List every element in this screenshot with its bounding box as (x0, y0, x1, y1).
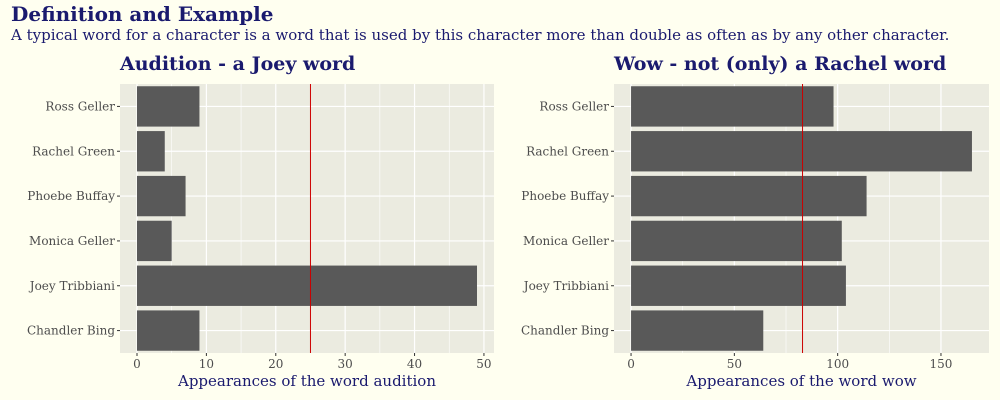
y-tick-label: Joey Tribbiani (28, 279, 115, 293)
y-tick-label: Phoebe Buffay (27, 189, 115, 203)
page-title: Definition and Example (11, 2, 274, 26)
panel-background (120, 84, 494, 353)
x-tick-label: 50 (727, 357, 742, 371)
y-tick-label: Monica Geller (523, 234, 609, 248)
x-tick-label: 150 (930, 357, 953, 371)
bar-rachel-green (137, 131, 165, 172)
chart-title: Wow - not (only) a Rachel word (613, 53, 946, 75)
panel-background (614, 84, 989, 353)
x-tick-label: 30 (338, 357, 353, 371)
chart-title: Audition - a Joey word (119, 53, 355, 75)
bar-ross-geller (631, 86, 834, 127)
x-tick-label: 0 (133, 357, 141, 371)
x-tick-label: 10 (199, 357, 214, 371)
y-tick-label: Monica Geller (29, 234, 115, 248)
bar-rachel-green (631, 131, 972, 172)
x-axis-title: Appearances of the word audition (177, 372, 436, 390)
bar-monica-geller (137, 220, 172, 262)
x-tick-label: 100 (826, 357, 849, 371)
bar-phoebe-buffay (137, 175, 186, 217)
x-tick-label: 40 (407, 357, 422, 371)
bar-chandler-bing (631, 310, 764, 351)
bar-joey-tribbiani (631, 265, 846, 306)
y-tick-label: Joey Tribbiani (522, 279, 609, 293)
y-tick-label: Ross Geller (539, 99, 609, 113)
x-axis-title: Appearances of the word wow (685, 372, 916, 390)
bar-monica-geller (631, 220, 842, 262)
bar-phoebe-buffay (631, 175, 867, 217)
y-tick-label: Ross Geller (45, 99, 115, 113)
y-tick-label: Rachel Green (526, 144, 609, 158)
y-tick-label: Chandler Bing (521, 324, 609, 338)
x-tick-label: 20 (268, 357, 283, 371)
y-tick-label: Chandler Bing (27, 324, 115, 338)
bar-ross-geller (137, 86, 200, 127)
bar-joey-tribbiani (137, 265, 477, 306)
y-tick-label: Rachel Green (32, 144, 115, 158)
page-subtitle: A typical word for a character is a word… (11, 26, 950, 44)
x-tick-label: 50 (476, 357, 491, 371)
bar-chandler-bing (137, 310, 200, 351)
x-tick-label: 0 (627, 357, 635, 371)
y-tick-label: Phoebe Buffay (521, 189, 609, 203)
